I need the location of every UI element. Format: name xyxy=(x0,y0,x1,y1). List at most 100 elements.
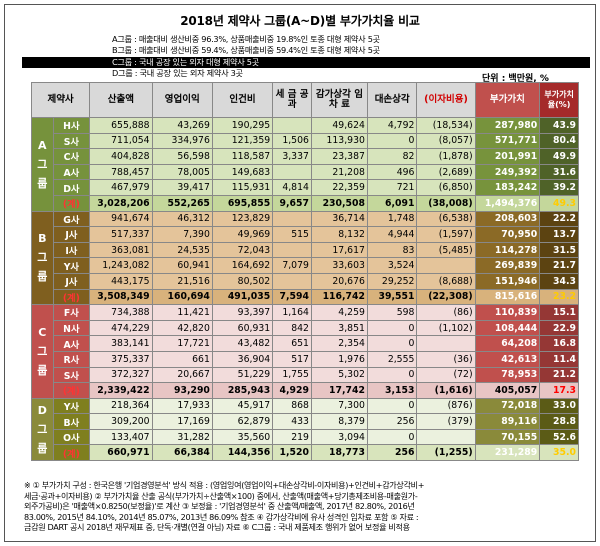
value-added-cell: 405,057 xyxy=(474,382,541,399)
table-cell: 17,169 xyxy=(151,413,213,430)
table-cell: 0 xyxy=(366,366,418,384)
table-row: O사 133,407 31,282 35,560 219 3,094 0 70,155 52.6 xyxy=(32,428,579,446)
table-cell xyxy=(416,257,476,274)
company-name-cell: R사 xyxy=(52,350,91,368)
company-name-cell: (계) xyxy=(52,194,91,212)
company-name-cell: H사 xyxy=(52,117,91,134)
table-cell: 43,482 xyxy=(211,335,274,352)
value-added-cell: 269,839 xyxy=(474,257,541,274)
value-added-rate-cell: 11.4 xyxy=(539,350,579,368)
table-row: Y사 1,243,082 60,941 164,692 7,079 33,603 3,524… xyxy=(32,257,579,274)
table-cell: 49,969 xyxy=(211,226,274,243)
table-cell: 22,359 xyxy=(310,179,368,196)
table-cell: 1,243,082 xyxy=(89,257,153,274)
table-cell: 309,200 xyxy=(89,413,153,430)
table-row: D 그 룹 Y사 218,364 17,933 45,917 868 7,300 0 (876) 72… xyxy=(31,397,579,462)
value-added-cell: 42,613 xyxy=(474,350,541,368)
table-cell: 218,364 xyxy=(89,397,153,415)
table-cell: 42,820 xyxy=(151,319,213,337)
table-cell: (6,538) xyxy=(416,210,476,228)
table-cell: 116,742 xyxy=(310,288,368,306)
table-cell: (5,485) xyxy=(416,241,476,259)
footnotes: ※ ① 부가가치 구성 : 한국은행 '기업경영분석' 방식 적용 : (영업잉… xyxy=(24,480,584,533)
company-name-cell: (계) xyxy=(52,444,91,462)
header-labor-cost: 인건비 xyxy=(211,82,274,118)
value-added-cell: 110,839 xyxy=(474,304,541,321)
table-cell: 363,081 xyxy=(89,241,153,259)
table-cell: 118,587 xyxy=(211,148,274,165)
table-cell: 4,944 xyxy=(366,226,418,243)
table-cell: 133,407 xyxy=(89,428,153,446)
group-label-char: 룹 xyxy=(37,270,48,284)
value-added-rate-cell: 22.2 xyxy=(539,210,579,228)
table-cell: 6,091 xyxy=(366,194,418,212)
table-cell: 9,657 xyxy=(272,194,312,212)
group-label-char: 그 xyxy=(37,344,48,358)
value-added-rate-cell: 80.4 xyxy=(539,132,579,150)
value-added-rate-cell: 17.3 xyxy=(539,382,579,399)
table-cell: 515 xyxy=(272,226,312,243)
table-total-row: (계) 3,028,206 552,265 695,855 9,657 230,508 6,… xyxy=(32,194,579,212)
table-cell: 39,417 xyxy=(151,179,213,196)
table-cell: 3,094 xyxy=(310,428,368,446)
table-cell: (36) xyxy=(416,350,476,368)
group-label-char: 그 xyxy=(37,251,48,265)
table-row: S사 711,054 334,976 121,359 1,506 113,930 0 (8,0… xyxy=(32,132,579,150)
value-added-cell: 70,950 xyxy=(474,226,541,243)
value-added-cell: 815,616 xyxy=(474,288,541,306)
table-total-row: (계) 2,339,422 93,290 285,943 4,929 17,742 3,15… xyxy=(32,382,579,399)
table-cell: 285,943 xyxy=(211,382,274,399)
footnote-line: 외주가공비)은 '매출액×0.8250(보정율)'로 계산 ③ 보정율 : '기… xyxy=(24,501,415,511)
value-added-cell: 571,771 xyxy=(474,132,541,150)
table-row: S사 372,327 20,667 51,229 1,755 5,302 0 (72) 78,9… xyxy=(32,366,579,384)
table-cell: 56,598 xyxy=(151,148,213,165)
table-cell: 4,814 xyxy=(272,179,312,196)
table-row: C 그 룹 F사 734,388 11,421 93,397 1,164 4,259 598 (86… xyxy=(31,304,579,399)
table-row: R사 375,337 661 36,904 517 1,976 2,555 (36) 42,61… xyxy=(32,350,579,368)
table-cell xyxy=(272,163,312,181)
header-depreciation: 감가상각 임 차 료 xyxy=(310,82,368,118)
table-cell: 80,502 xyxy=(211,272,274,290)
table-cell: 0 xyxy=(366,335,418,352)
group-label-char: C xyxy=(38,325,47,339)
header-value-added: 부가가치 xyxy=(474,82,541,118)
table-cell: 404,828 xyxy=(89,148,153,165)
table-cell: 0 xyxy=(366,319,418,337)
footnote-line: 83.00%, 2015년 84.10%, 2014년 85.07%, 2013… xyxy=(24,511,419,522)
table-cell: 4,792 xyxy=(366,117,418,134)
table-cell: 43,269 xyxy=(151,117,213,134)
table-cell: (38,008) xyxy=(416,194,476,212)
group-label-char: A xyxy=(38,138,47,152)
legend-d: D그룹 : 국내 공장 있는 외자 제약사 3곳 xyxy=(112,68,243,78)
group-label-char: 룹 xyxy=(37,441,48,455)
group-label-char: 룹 xyxy=(37,176,48,190)
table-cell: 115,931 xyxy=(211,179,274,196)
table-cell: 372,327 xyxy=(89,366,153,384)
company-name-cell: C사 xyxy=(52,148,91,165)
table-cell xyxy=(272,272,312,290)
company-name-cell: (계) xyxy=(52,382,91,399)
table-row: B사 309,200 17,169 62,879 433 8,379 256 (379) 89,… xyxy=(32,413,579,430)
table-cell: 517,337 xyxy=(89,226,153,243)
value-added-rate-cell: 31.5 xyxy=(539,241,579,259)
table-cell: 93,397 xyxy=(211,304,274,321)
value-added-cell: 72,018 xyxy=(474,397,541,415)
table-cell: 144,356 xyxy=(211,444,274,462)
value-added-cell: 1,494,376 xyxy=(474,194,541,212)
table-row: A사 383,141 17,721 43,482 651 2,354 0 64,208 16.8 xyxy=(32,335,579,352)
company-name-cell: F사 xyxy=(52,304,91,321)
footnote-line: 금감원 DART 공시 2018년 재무제표 중, 단독·개별(연결 아님) 자… xyxy=(24,522,410,532)
table-cell: (8,057) xyxy=(416,132,476,150)
table-cell: (1,255) xyxy=(416,444,476,462)
value-added-rate-cell: 49.3 xyxy=(539,194,579,212)
table-cell: 1,164 xyxy=(272,304,312,321)
table-cell xyxy=(416,335,476,352)
table-cell xyxy=(272,210,312,228)
table-cell: 256 xyxy=(366,444,418,462)
table-cell: 721 xyxy=(366,179,418,196)
value-added-cell: 231,289 xyxy=(474,444,541,462)
table-cell: 868 xyxy=(272,397,312,415)
table-cell: 788,457 xyxy=(89,163,153,181)
legend-c: C그룹 : 국내 공장 있는 외자 대형 제약사 5곳 xyxy=(22,57,590,68)
table-cell: 660,971 xyxy=(89,444,153,462)
